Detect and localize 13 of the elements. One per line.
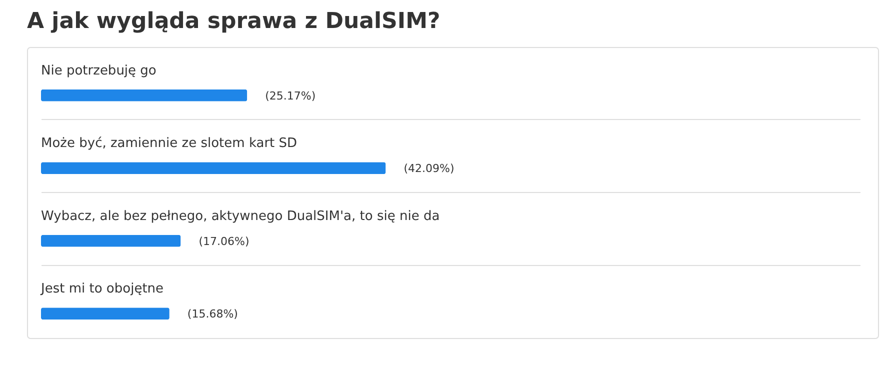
data-label: (25.17%) [265, 89, 316, 102]
y-tick-label: Może być, zamiennie ze slotem kart SD [41, 136, 298, 152]
bar [41, 234, 181, 247]
y-tick-label: Jest mi to obojętne [40, 282, 164, 297]
data-label: (15.68%) [187, 308, 238, 321]
y-tick-label: Wybacz, ale bez pełnego, aktywnego DualSIM'a, to się nie da [41, 208, 440, 224]
data-label: (17.06%) [198, 234, 250, 248]
data-label: (42.09%) [404, 162, 454, 176]
y-tick-label: Nie potrzebuję go [41, 63, 156, 78]
chart-title: A jak wygląda sprawa z DualSIM? [27, 9, 440, 34]
bar [41, 162, 386, 174]
bar [41, 89, 248, 102]
bar [41, 308, 170, 320]
